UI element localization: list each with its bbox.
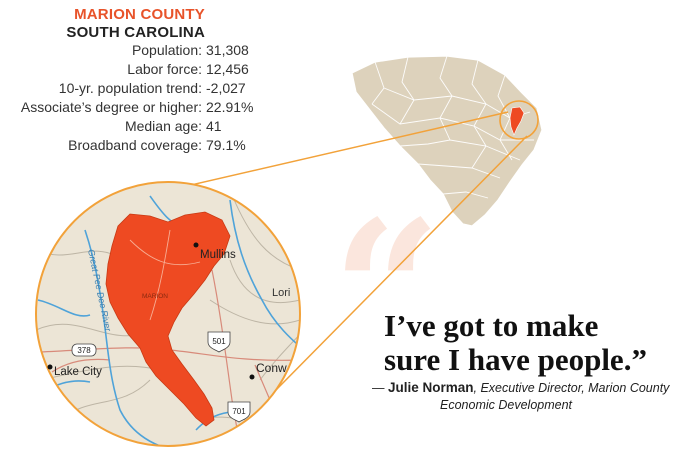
highway-shield-378: 378 [71,343,97,357]
attribution-dash: — [372,381,388,395]
pull-quote-line-2: sure I have people.” [384,342,647,377]
stat-label: 10-yr. population trend: [58,80,202,96]
pull-quote-line-1: I’ve got to make [384,308,599,343]
marion-county-shape [105,211,231,427]
county-locator-ring [499,100,539,140]
town-dot-lake-city [47,364,53,370]
town-dot-mullins [193,242,199,248]
stat-value: 22.91% [206,99,254,115]
highway-shield-501: 501 [207,331,231,353]
county-title: MARION COUNTY [74,6,205,23]
town-dot-conway [249,374,255,380]
highway-shield-701: 701 [227,401,251,423]
stat-value: 41 [206,118,222,134]
stat-row-median-age: Median age: 41 [0,118,262,138]
town-label-loris: Lori [272,287,290,299]
leader-line-lower [273,135,528,393]
state-title: SOUTH CAROLINA [66,24,205,41]
stat-row-education: Associate’s degree or higher: 22.91% [0,99,262,119]
town-label-conway: Conw [256,361,287,375]
stat-label: Broadband coverage: [68,137,202,153]
state-county-lines [371,55,534,199]
stat-value: -2,027 [206,80,246,96]
county-map-label: MARION [142,293,168,300]
highway-label-378: 378 [77,346,91,355]
marion-county-highlight [509,106,525,136]
stat-row-population: Population: 31,308 [0,42,262,62]
stat-row-labor-force: Labor force: 12,456 [0,61,262,81]
attribution-title: , Executive Director, Marion County [473,381,670,395]
stat-value: 79.1% [206,137,246,153]
stat-value: 31,308 [206,42,249,58]
stat-label: Median age: [124,118,202,134]
quote-attribution: — Julie Norman, Executive Director, Mari… [372,380,669,395]
stat-label: Associate’s degree or higher: [20,99,202,115]
stat-row-broadband: Broadband coverage: 79.1% [0,137,262,157]
pull-quote: I’ve got to make sure I have people.” [384,309,684,377]
town-label-lake-city: Lake City [54,366,102,378]
stat-label: Population: [131,42,202,58]
town-label-mullins: Mullins [200,249,236,261]
stat-value: 12,456 [206,61,249,77]
zoomed-map-ring [35,181,301,447]
highway-label-501: 501 [212,337,226,346]
decorative-quote-mark: “ [332,179,442,402]
attribution-name: Julie Norman [387,380,474,395]
stat-row-population-trend: 10-yr. population trend: -2,027 [0,80,262,100]
stat-label: Labor force: [127,61,202,77]
attribution-title-line-2: Economic Development [440,398,573,412]
highway-label-701: 701 [232,407,246,416]
zoomed-map [36,182,300,446]
